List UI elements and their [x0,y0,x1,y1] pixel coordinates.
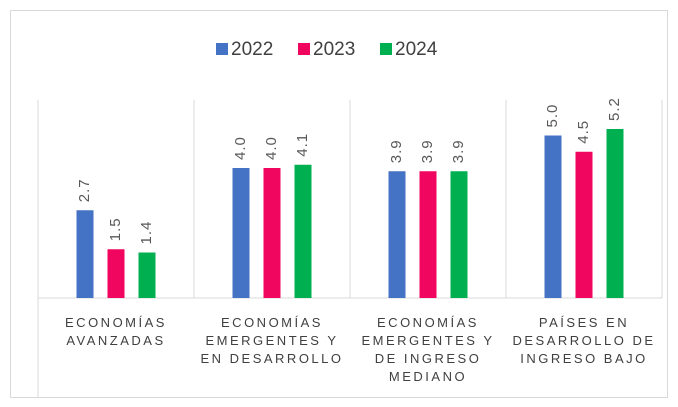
bar [263,168,281,298]
data-label: 1.4 [138,221,155,245]
legend-label: 2022 [231,39,273,60]
legend-swatch [298,43,310,55]
data-label: 5.2 [606,97,623,121]
bar [232,168,250,298]
x-tick-label: PAÍSES EN DESARROLLO DE INGRESO BAJO [512,315,656,366]
x-tick-label: ECONOMÍAS EMERGENTES Y DE INGRESO MEDIAN… [361,315,495,384]
data-label: 3.9 [388,139,405,163]
data-label: 1.5 [107,217,124,241]
data-label: 3.9 [450,139,467,163]
legend-label: 2023 [313,39,355,60]
bar [606,129,624,298]
bar [107,249,125,298]
x-tick-label: ECONOMÍAS EMERGENTES Y EN DESARROLLO [200,315,344,366]
bar [76,210,94,298]
data-label: 4.5 [575,120,592,144]
data-label: 5.0 [544,104,561,128]
legend-label: 2024 [395,39,438,60]
data-label: 4.0 [263,136,280,160]
bar [544,135,562,298]
legend-swatch [216,43,228,55]
bar [575,151,593,298]
bar [294,164,312,298]
bar [138,252,156,298]
bar [388,171,406,298]
x-tick-label: ECONOMÍAS AVANZADAS [65,315,167,348]
bar [450,171,468,298]
data-label: 2.7 [76,178,93,202]
bar [419,171,437,298]
data-label: 4.1 [294,133,311,157]
data-label: 3.9 [419,139,436,163]
data-label: 4.0 [232,136,249,160]
legend-swatch [380,43,392,55]
